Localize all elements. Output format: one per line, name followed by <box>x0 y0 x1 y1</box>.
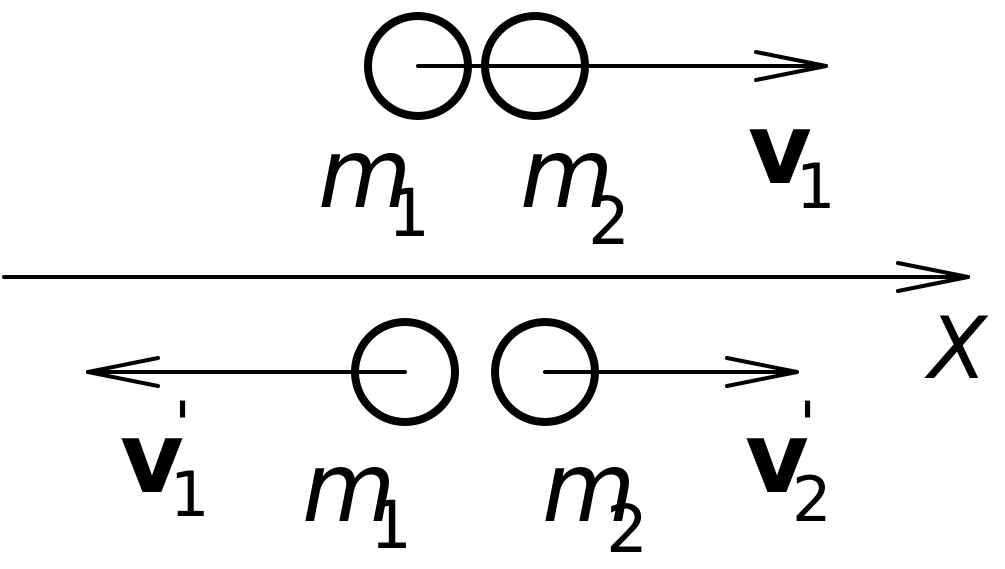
velocity-arrow-v2-prime <box>543 356 799 388</box>
label-v2-after: v <box>745 402 809 516</box>
label-v1-before-index: 1 <box>796 150 835 223</box>
label-v1-after-prime: ' <box>174 388 191 461</box>
x-axis <box>2 261 970 293</box>
velocity-arrow-v1-prime <box>86 356 407 388</box>
label-m2-after: m <box>542 432 636 544</box>
label-m2-before: m <box>520 118 614 230</box>
label-v1-after-index: 1 <box>170 458 209 531</box>
label-v1-after: v <box>120 402 184 516</box>
velocity-arrow-v1 <box>416 50 828 82</box>
label-m2-before-index: 2 <box>588 183 630 260</box>
label-m1-after: m <box>302 432 396 544</box>
label-m1-before-index: 1 <box>388 175 430 252</box>
axis-label-x: X <box>924 299 989 399</box>
label-m1-before: m <box>318 118 412 230</box>
label-m1-after-index: 1 <box>370 487 412 564</box>
label-v2-after-prime: ' <box>799 388 816 461</box>
label-v2-after-index: 2 <box>792 463 831 536</box>
label-v1-before: v <box>748 93 812 207</box>
label-m2-after-index: 2 <box>606 491 648 568</box>
